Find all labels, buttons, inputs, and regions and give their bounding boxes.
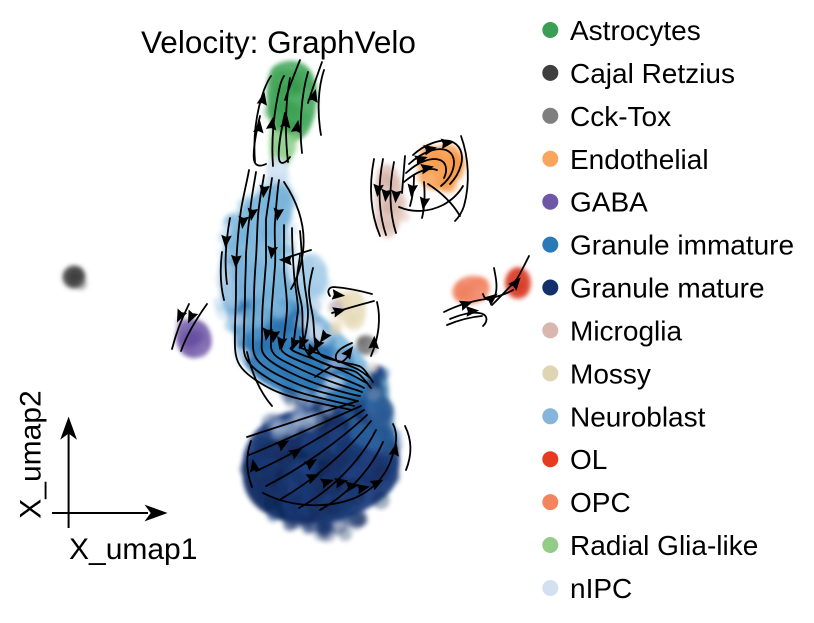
svg-text:nIPC: nIPC bbox=[570, 573, 632, 604]
svg-text:Cajal Retzius: Cajal Retzius bbox=[570, 58, 735, 89]
svg-text:OL: OL bbox=[570, 444, 607, 475]
svg-text:Astrocytes: Astrocytes bbox=[570, 15, 701, 46]
svg-text:X_umap2: X_umap2 bbox=[15, 390, 48, 518]
svg-text:Endothelial: Endothelial bbox=[570, 144, 709, 175]
svg-text:Neuroblast: Neuroblast bbox=[570, 401, 706, 432]
svg-text:Granule mature: Granule mature bbox=[570, 273, 765, 304]
svg-text:GABA: GABA bbox=[570, 187, 648, 218]
svg-text:Cck-Tox: Cck-Tox bbox=[570, 101, 671, 132]
svg-text:X_umap1: X_umap1 bbox=[69, 533, 197, 566]
svg-text:Granule immature: Granule immature bbox=[570, 230, 794, 261]
svg-text:Microglia: Microglia bbox=[570, 315, 682, 346]
svg-text:OPC: OPC bbox=[570, 487, 631, 518]
svg-text:Radial Glia-like: Radial Glia-like bbox=[570, 530, 758, 561]
svg-text:Mossy: Mossy bbox=[570, 358, 651, 389]
svg-text:Velocity: GraphVelo: Velocity: GraphVelo bbox=[141, 24, 416, 60]
